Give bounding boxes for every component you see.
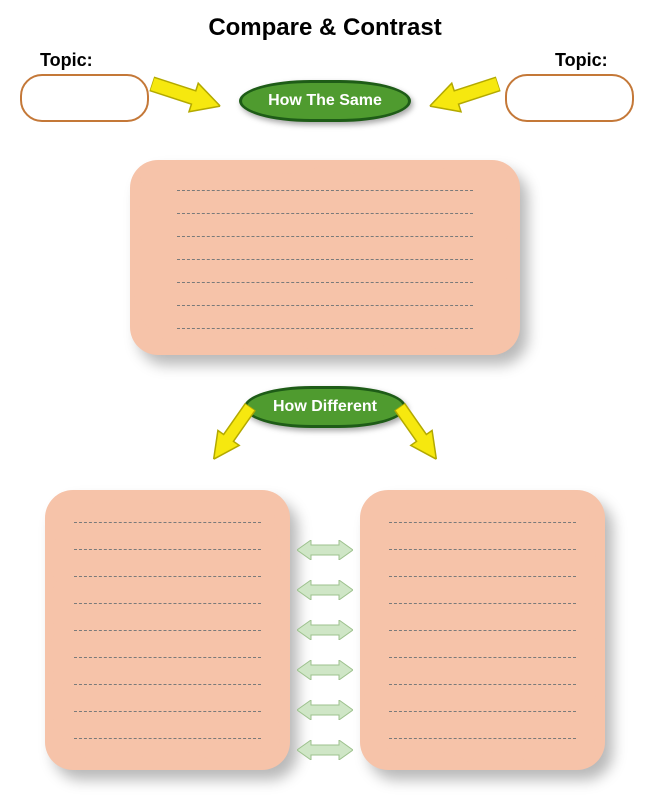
- arrow-diff-to-left: [201, 398, 262, 468]
- different-left-area[interactable]: [45, 490, 290, 770]
- compare-arrow-6: [297, 740, 353, 760]
- arrow-right-to-same: [425, 68, 504, 123]
- topic-label-right: Topic:: [555, 50, 608, 71]
- same-writing-area[interactable]: [130, 160, 520, 355]
- different-right-area[interactable]: [360, 490, 605, 770]
- arrow-left-to-same: [147, 68, 226, 123]
- arrow-diff-to-right: [387, 398, 448, 468]
- page-title: Compare & Contrast: [0, 14, 650, 42]
- compare-arrow-5: [297, 700, 353, 720]
- topic-label-left: Topic:: [40, 50, 93, 71]
- label-how-same: How The Same: [225, 80, 425, 122]
- compare-arrow-1: [297, 540, 353, 560]
- worksheet-page: Compare & Contrast Topic: Topic: How The…: [0, 0, 650, 809]
- label-how-different-text: How Different: [273, 398, 377, 415]
- label-how-same-text: How The Same: [268, 92, 382, 109]
- compare-arrow-3: [297, 620, 353, 640]
- topic-box-left[interactable]: [20, 74, 149, 122]
- compare-arrow-2: [297, 580, 353, 600]
- topic-box-right[interactable]: [505, 74, 634, 122]
- compare-arrow-4: [297, 660, 353, 680]
